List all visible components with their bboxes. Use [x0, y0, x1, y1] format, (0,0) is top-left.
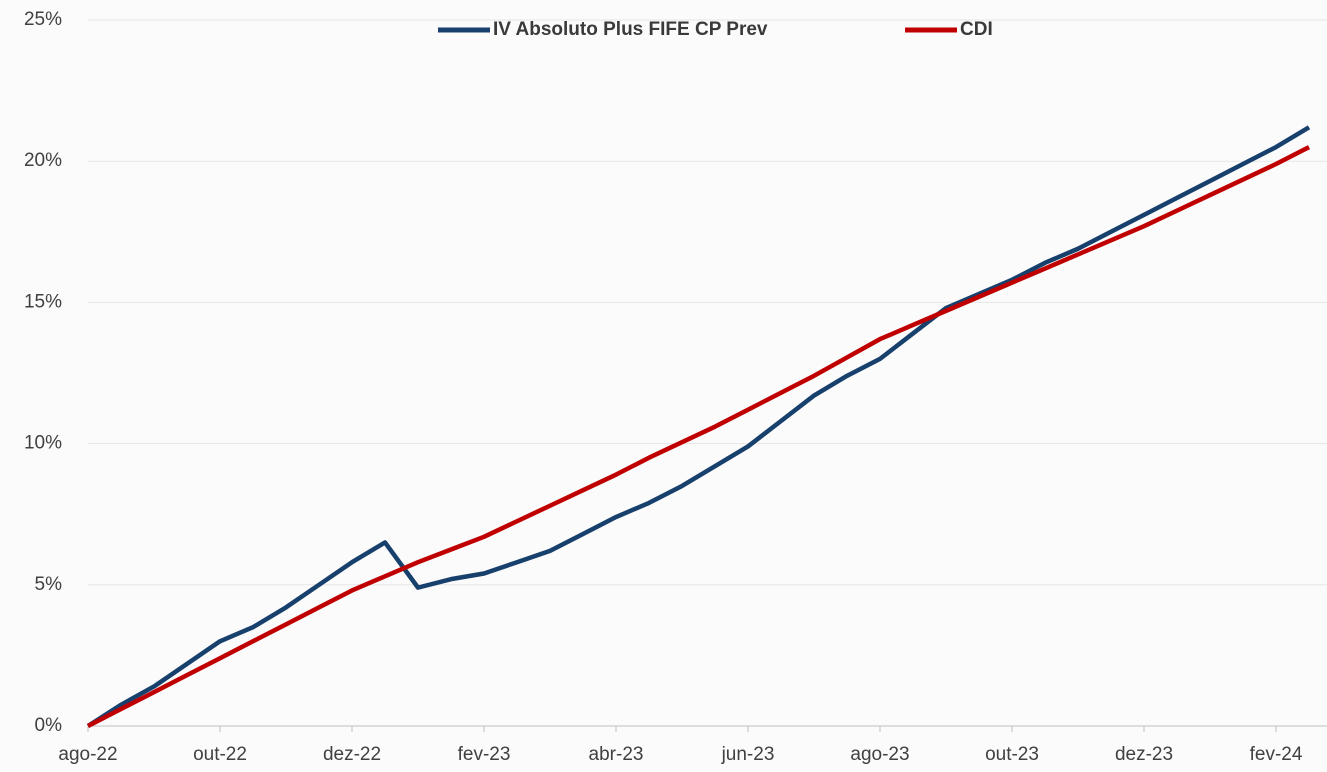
x-tick-label: fev-24 [1250, 744, 1303, 765]
x-tick-label: dez-23 [1115, 744, 1173, 765]
y-tick-label: 20% [24, 150, 62, 171]
legend-label: CDI [960, 19, 993, 40]
y-tick-label: 10% [24, 433, 62, 454]
series-line [86, 145, 1311, 729]
x-tick-label: ago-22 [58, 744, 117, 765]
x-tick-label: ago-23 [850, 744, 909, 765]
x-tick-label: out-23 [985, 744, 1039, 765]
x-tick-label: fev-23 [458, 744, 511, 765]
x-tick-label: jun-23 [721, 744, 775, 765]
x-tick-label: dez-22 [323, 744, 381, 765]
legend-label: IV Absoluto Plus FIFE CP Prev [493, 19, 768, 40]
series-line [86, 125, 1311, 728]
y-tick-label: 5% [35, 574, 63, 595]
x-tick-label: out-22 [193, 744, 247, 765]
y-tick-label: 25% [24, 9, 62, 30]
y-tick-label: 15% [24, 291, 62, 312]
x-tick-label: abr-23 [589, 744, 644, 765]
y-tick-label: 0% [35, 715, 63, 736]
